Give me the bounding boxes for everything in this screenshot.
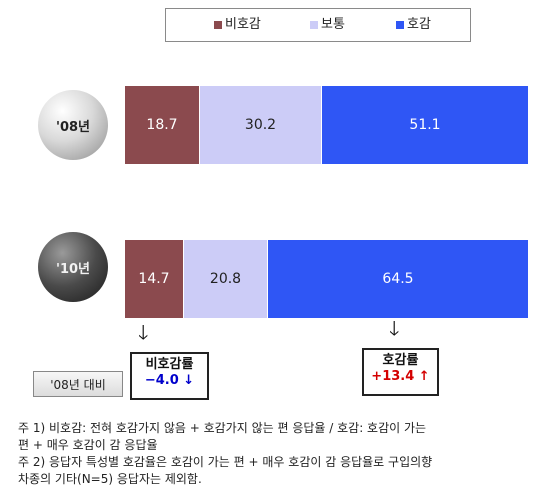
- bar-value-label: 30.2: [244, 117, 277, 133]
- bar-value-label: 20.8: [209, 271, 242, 287]
- bar-unfavorable-2010: 14.7: [125, 240, 184, 318]
- legend-swatch-neutral: [310, 21, 318, 29]
- favorable-change-label: 호감률: [382, 353, 419, 368]
- favorable-change-box: 호감률 +13.4 ↑: [362, 348, 439, 396]
- comparison-baseline-label: '08년 대비: [33, 371, 123, 397]
- bar-neutral-2010: 20.8: [184, 240, 268, 318]
- footnote-line-3: 주 2) 응답자 특성별 호감율은 호감이 가는 편 + 매우 호감이 감 응답…: [18, 455, 433, 469]
- bar-value-label: 18.7: [146, 117, 178, 133]
- legend-label-neutral: 보통: [321, 17, 345, 32]
- bar-value-label: 64.5: [382, 271, 414, 287]
- chart-legend: 비호감 보통 호감: [165, 8, 471, 42]
- unfavorable-change-box: 비호감률 −4.0 ↓: [130, 352, 209, 400]
- legend-swatch-favorable: [396, 21, 404, 29]
- unfavorable-change-value: −4.0 ↓: [144, 373, 195, 388]
- year-label-2010: '10년: [38, 232, 108, 302]
- bar-favorable-2008: 51.1: [322, 86, 528, 164]
- bar-value-label: 51.1: [409, 117, 441, 133]
- unfavorable-change-label: 비호감률: [145, 357, 194, 372]
- bar-neutral-2008: 30.2: [200, 86, 322, 164]
- footnote-line-1: 주 1) 비호감: 전혀 호감가지 않음 + 호감가지 않는 편 응답율 / 호…: [18, 421, 427, 435]
- year-label-2008: '08년: [38, 90, 108, 160]
- legend-label-favorable: 호감: [407, 17, 431, 32]
- legend-label-unfavorable: 비호감: [225, 17, 261, 32]
- legend-swatch-unfavorable: [214, 21, 222, 29]
- down-arrow-favorable-icon: 🡓: [389, 316, 400, 340]
- bar-value-label: 14.7: [138, 271, 170, 287]
- bar-favorable-2010: 64.5: [268, 240, 528, 318]
- down-arrow-unfavorable-icon: 🡓: [138, 320, 149, 344]
- footnote-line-2: 편 + 매우 호감이 감 응답율: [18, 438, 158, 452]
- favorable-change-value: +13.4 ↑: [371, 369, 430, 384]
- bar-unfavorable-2008: 18.7: [125, 86, 200, 164]
- footnote-line-4: 차종의 기타(N=5) 응답자는 제외함.: [18, 472, 202, 486]
